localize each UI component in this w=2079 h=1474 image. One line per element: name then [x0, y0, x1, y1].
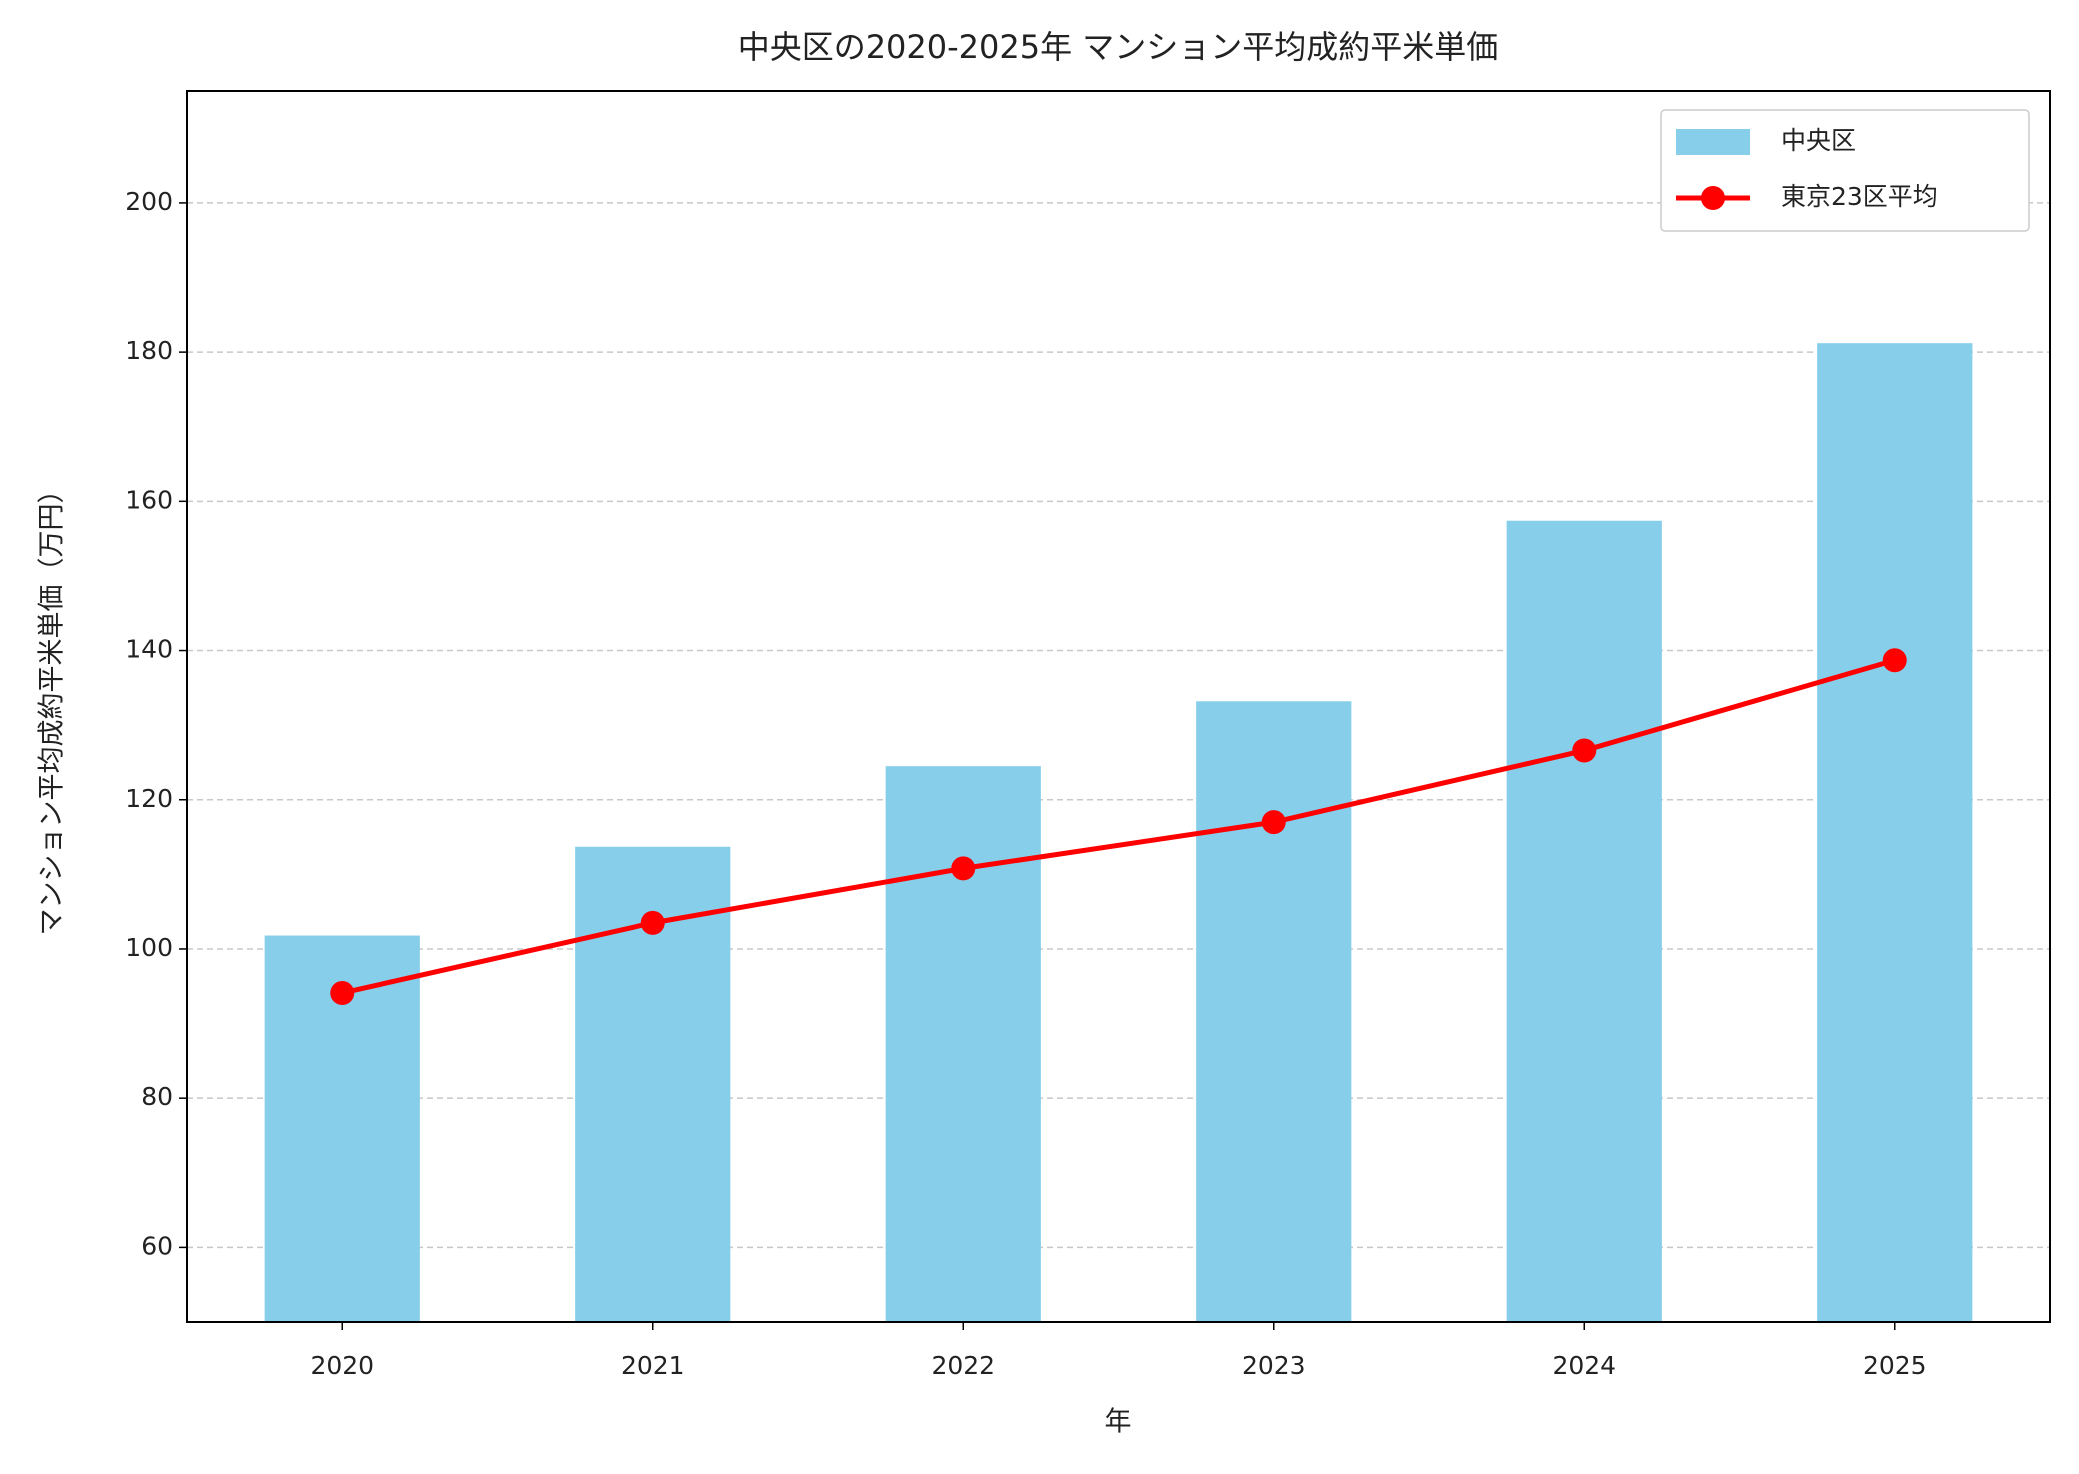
- legend-label: 中央区: [1781, 126, 1856, 155]
- y-tick-label: 140: [125, 635, 173, 664]
- legend-box: [1660, 109, 2030, 232]
- point: [1882, 648, 1907, 673]
- point: [330, 980, 355, 1005]
- line: [341, 657, 1896, 996]
- y-axis-label: マンション平均成約平米単価（万円）: [37, 477, 68, 936]
- point: [1572, 738, 1597, 763]
- x-tick-label: 2023: [1242, 1351, 1306, 1380]
- x-tick-label: 2025: [1863, 1351, 1927, 1380]
- y-tick-label: 180: [125, 336, 173, 365]
- chart-title: 中央区の2020-2025年 マンション平均成約平米単価: [738, 28, 1499, 66]
- point: [1261, 810, 1286, 835]
- x-tick-label: 2024: [1552, 1351, 1616, 1380]
- y-tick-label: 200: [125, 187, 173, 216]
- plot-frame: [186, 90, 2051, 1323]
- legend-marker: [1701, 186, 1725, 210]
- legend-label: 東京23区平均: [1781, 182, 1938, 211]
- point: [640, 910, 665, 935]
- bar: [1817, 343, 1973, 1323]
- x-axis-label: 年: [1105, 1407, 1132, 1438]
- bar: [885, 766, 1041, 1322]
- bar: [1506, 520, 1662, 1322]
- y-tick-label: 100: [125, 933, 173, 962]
- x-tick-label: 2022: [931, 1351, 995, 1380]
- legend-swatch: [1676, 129, 1750, 155]
- y-tick-label: 160: [125, 485, 173, 514]
- y-tick-label: 80: [141, 1082, 173, 1111]
- y-tick-label: 120: [125, 784, 173, 813]
- x-tick-label: 2020: [310, 1351, 374, 1380]
- point: [951, 856, 976, 881]
- y-tick-label: 60: [141, 1231, 173, 1260]
- bar: [1196, 701, 1352, 1322]
- x-tick-label: 2021: [621, 1351, 685, 1380]
